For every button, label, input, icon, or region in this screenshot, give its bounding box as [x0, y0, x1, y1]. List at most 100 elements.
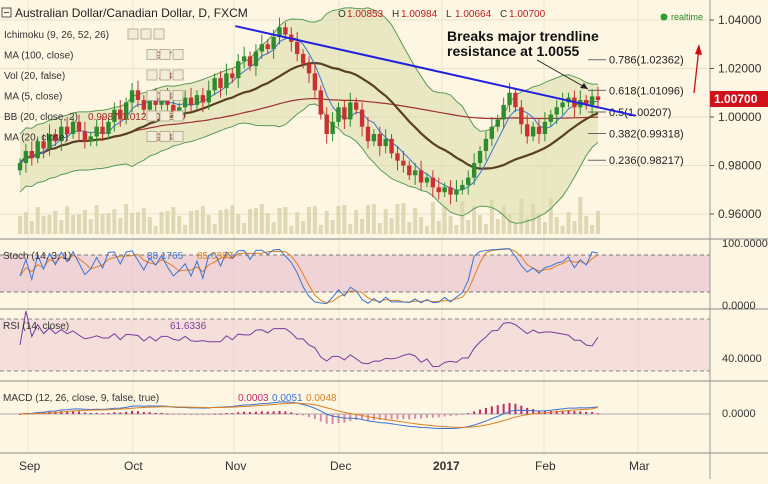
close-icon[interactable]	[172, 131, 184, 142]
eye-icon[interactable]	[146, 90, 158, 101]
candle-body[interactable]	[171, 104, 176, 113]
candle-body[interactable]	[560, 102, 565, 108]
candle-body[interactable]	[59, 126, 64, 142]
candle-body[interactable]	[147, 97, 152, 110]
candle-body[interactable]	[442, 187, 447, 193]
candle-body[interactable]	[336, 107, 341, 122]
candle-body[interactable]	[483, 138, 489, 151]
macd-label[interactable]: MACD (12, 26, close, 9, false, true)	[3, 393, 159, 404]
settings-icon[interactable]	[159, 49, 171, 60]
settings-icon[interactable]	[159, 131, 171, 142]
candle-body[interactable]	[501, 104, 506, 120]
candle-body[interactable]	[454, 189, 459, 195]
price-axis[interactable]: 1.04000 1.02000 1.00000 0.98000 0.96000	[710, 13, 762, 221]
eye-icon[interactable]	[146, 49, 158, 60]
candle-body[interactable]	[395, 153, 400, 161]
candle-body[interactable]	[200, 95, 206, 103]
collapse-icon[interactable]	[1, 7, 12, 18]
candle-body[interactable]	[353, 102, 359, 110]
candle-body[interactable]	[64, 126, 70, 134]
close-icon[interactable]	[172, 90, 184, 101]
candle-body[interactable]	[188, 97, 194, 105]
candle-body[interactable]	[412, 170, 418, 176]
candle-body[interactable]	[41, 141, 46, 149]
candle-body[interactable]	[507, 92, 512, 105]
eye-icon[interactable]	[146, 110, 158, 122]
settings-icon[interactable]	[140, 28, 152, 40]
candle-body[interactable]	[359, 109, 365, 127]
candle-body[interactable]	[23, 150, 29, 164]
candle-body[interactable]	[312, 73, 318, 91]
candle-body[interactable]	[536, 126, 542, 134]
candle-body[interactable]	[106, 121, 111, 134]
candle-body[interactable]	[389, 138, 394, 154]
candle-body[interactable]	[123, 102, 129, 120]
candle-body[interactable]	[247, 56, 253, 67]
candle-body[interactable]	[182, 97, 188, 108]
candle-body[interactable]	[554, 107, 559, 115]
candle-body[interactable]	[584, 100, 589, 105]
eye-icon[interactable]	[127, 28, 139, 40]
eye-icon[interactable]	[146, 131, 158, 142]
candle-body[interactable]	[259, 44, 265, 52]
candle-body[interactable]	[371, 133, 377, 142]
candle-body[interactable]	[212, 78, 217, 91]
stoch-label[interactable]: Stoch (14, 3, 1)	[3, 251, 71, 262]
close-icon[interactable]	[172, 69, 184, 81]
candle-body[interactable]	[35, 141, 40, 159]
candle-body[interactable]	[47, 133, 52, 149]
candle-body[interactable]	[194, 95, 200, 105]
candle-body[interactable]	[401, 160, 406, 166]
candle-body[interactable]	[519, 107, 524, 125]
candle-body[interactable]	[489, 126, 495, 139]
candle-body[interactable]	[53, 133, 58, 142]
candle-body[interactable]	[595, 96, 601, 101]
candle-body[interactable]	[218, 78, 223, 88]
candle-body[interactable]	[17, 163, 23, 171]
candle-body[interactable]	[407, 165, 412, 176]
candle-body[interactable]	[295, 41, 300, 54]
close-icon[interactable]	[153, 28, 165, 40]
candle-body[interactable]	[418, 170, 424, 183]
candle-body[interactable]	[460, 184, 465, 190]
candle-body[interactable]	[330, 121, 335, 134]
candle-body[interactable]	[224, 73, 229, 88]
candle-body[interactable]	[236, 61, 241, 79]
candle-body[interactable]	[277, 27, 282, 37]
candle-body[interactable]	[525, 124, 530, 137]
candle-body[interactable]	[589, 96, 595, 105]
candle-body[interactable]	[230, 73, 235, 79]
candle-body[interactable]	[129, 90, 135, 103]
candle-body[interactable]	[548, 114, 554, 122]
settings-icon[interactable]	[159, 69, 171, 81]
candle-body[interactable]	[542, 121, 548, 134]
time-axis[interactable]: Sep Oct Nov Dec 2017 Feb Mar	[19, 459, 650, 473]
candle-body[interactable]	[88, 136, 93, 142]
candle-body[interactable]	[318, 90, 323, 115]
candle-body[interactable]	[112, 109, 117, 122]
candle-body[interactable]	[477, 150, 483, 164]
candle-body[interactable]	[82, 131, 88, 142]
symbol-title[interactable]: Australian Dollar/Canadian Dollar, D, FX…	[15, 6, 248, 20]
candle-body[interactable]	[253, 51, 259, 67]
candle-body[interactable]	[424, 177, 430, 183]
candle-body[interactable]	[448, 187, 453, 195]
candle-body[interactable]	[383, 138, 388, 147]
candle-body[interactable]	[76, 121, 82, 132]
candle-body[interactable]	[324, 114, 329, 134]
candle-body[interactable]	[348, 102, 353, 120]
candle-body[interactable]	[94, 126, 99, 137]
candle-body[interactable]	[495, 119, 500, 127]
candle-body[interactable]	[530, 126, 536, 137]
major-trendline[interactable]	[235, 25, 636, 117]
candle-body[interactable]	[177, 107, 182, 113]
candle-body[interactable]	[118, 109, 123, 120]
candle-body[interactable]	[430, 177, 436, 188]
candle-body[interactable]	[300, 53, 306, 64]
candle-body[interactable]	[265, 44, 270, 50]
candle-body[interactable]	[70, 121, 76, 134]
candle-body[interactable]	[135, 90, 141, 101]
candle-body[interactable]	[271, 36, 276, 50]
indicator-name[interactable]: Vol (20, false)	[4, 71, 65, 82]
candle-body[interactable]	[471, 163, 477, 178]
